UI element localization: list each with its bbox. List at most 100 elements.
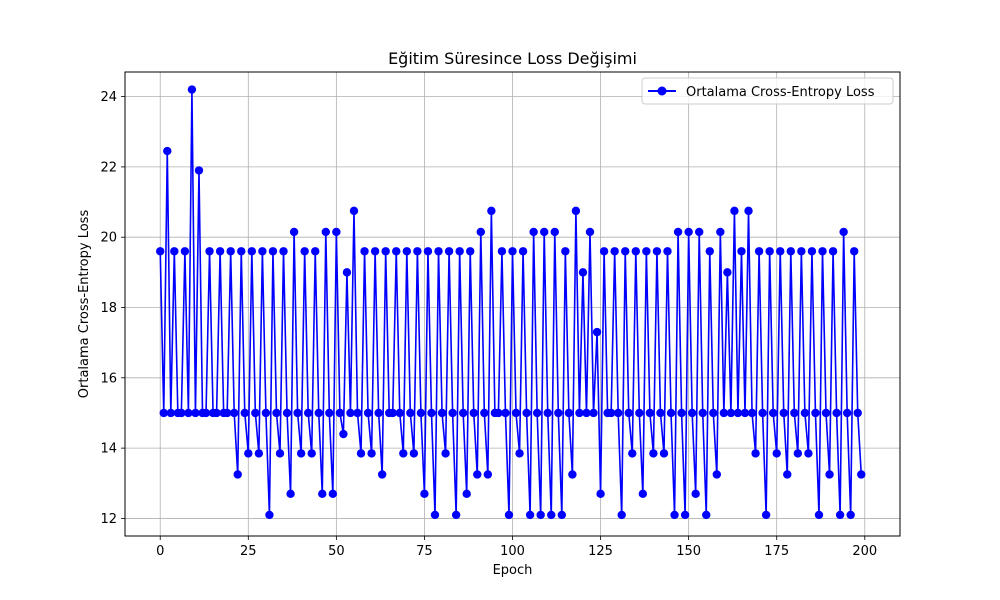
data-point [850,247,859,256]
data-point [561,247,570,256]
x-tick-label: 75 [416,544,433,559]
data-point [751,449,760,458]
data-point [536,510,545,520]
data-point [617,510,626,520]
data-point [156,247,165,256]
data-point [508,247,517,256]
data-point [448,408,457,418]
data-point [244,449,253,458]
data-point [159,408,168,418]
data-point [723,268,732,277]
data-point [356,449,366,458]
data-point [215,247,225,256]
data-point [289,227,299,237]
data-point [166,408,175,418]
data-point [177,408,186,418]
data-point [184,408,193,418]
data-point [575,408,584,418]
data-point [367,449,376,458]
data-point [212,408,221,418]
data-point [744,206,753,216]
data-point [251,408,260,418]
data-point [286,489,295,499]
data-point [342,268,352,277]
data-point [642,247,651,256]
data-point [303,408,313,418]
data-point [698,408,707,418]
x-tick-label: 175 [764,544,789,559]
data-point [402,247,412,256]
data-point [628,449,637,458]
data-point [180,247,190,256]
data-point [483,470,493,479]
data-point [666,408,676,418]
data-point [441,449,450,458]
data-point [321,227,330,237]
data-point [427,408,436,418]
data-point [314,408,323,418]
data-point [656,408,665,418]
y-tick-label: 18 [100,301,117,316]
legend-label: Ortalama Cross-Entropy Loss [686,85,875,100]
data-point [265,510,274,520]
data-point [663,247,672,256]
data-point [353,408,362,418]
data-point [466,247,475,256]
data-point [191,408,200,418]
data-point [363,408,373,418]
data-point [458,408,468,418]
data-point [673,227,683,237]
data-point [222,408,232,418]
data-point [388,408,397,418]
data-point [624,408,633,418]
data-point [786,247,795,256]
x-tick-label: 50 [328,544,345,559]
data-point [430,510,440,520]
data-point [476,227,485,237]
data-point [370,247,380,256]
data-point [606,408,616,418]
data-point [480,408,489,418]
data-point [733,408,743,418]
data-point [377,470,387,479]
data-point [497,247,507,256]
data-point [392,247,401,256]
data-point [332,227,341,237]
data-point [293,408,302,418]
y-tick-label: 22 [100,160,117,175]
data-point [550,227,559,237]
data-point [578,268,588,277]
data-point [360,247,369,256]
data-point [659,449,669,458]
data-point [254,449,264,458]
data-point [768,408,778,418]
data-point [282,408,292,418]
data-point [649,449,658,458]
data-point [469,408,478,418]
data-point [532,408,542,418]
x-tick-label: 25 [240,544,257,559]
data-point [740,408,750,418]
data-point [307,449,316,458]
data-point [818,247,827,256]
data-point [670,510,679,520]
data-point [680,510,690,520]
data-point [571,206,581,216]
x-tick-label: 150 [676,544,701,559]
data-point [413,247,422,256]
data-point [233,470,242,479]
data-point [381,247,390,256]
data-point [247,247,257,256]
grid-lines [125,72,900,536]
data-point [599,247,609,256]
data-point [494,408,503,418]
data-point [754,247,764,256]
y-tick-label: 12 [100,512,117,527]
legend-marker-swatch [657,86,667,96]
data-point [804,449,813,458]
data-point [677,408,686,418]
data-point [349,206,359,216]
data-point [296,449,306,458]
data-point [631,247,640,256]
